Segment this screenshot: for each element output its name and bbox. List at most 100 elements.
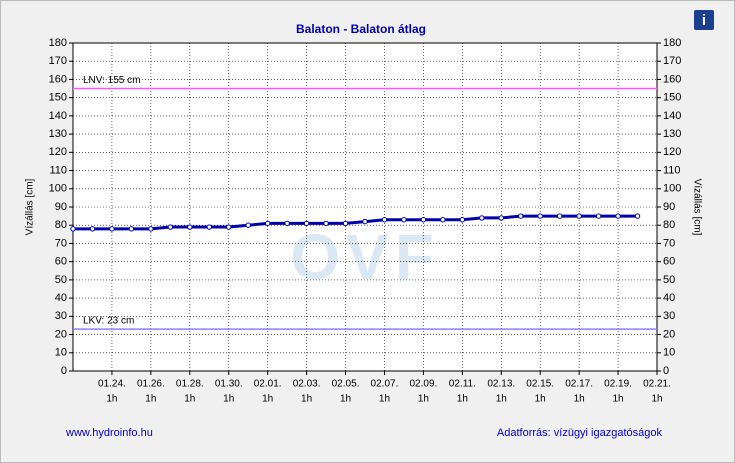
- x-tick-time: 1h: [184, 394, 195, 405]
- y2-tick-label: 180: [663, 37, 681, 49]
- y2-tick-label: 0: [663, 365, 669, 377]
- info-button[interactable]: [694, 10, 714, 30]
- data-point: [381, 217, 388, 223]
- data-point: [556, 213, 563, 219]
- x-tick-label: 02.13.: [487, 379, 515, 390]
- data-point: [89, 226, 96, 232]
- data-point: [70, 226, 76, 232]
- y-tick-label: 150: [49, 92, 67, 104]
- data-point: [303, 220, 310, 227]
- data-point: [148, 226, 154, 232]
- data-point: [440, 217, 446, 223]
- data-point: [342, 220, 349, 227]
- y2-tick-label: 80: [663, 219, 675, 231]
- y-tick-label: 40: [55, 292, 67, 304]
- data-point: [226, 224, 232, 230]
- data-point: [595, 213, 602, 219]
- y-tick-label: 100: [49, 183, 67, 195]
- x-tick-time: 1h: [457, 394, 468, 405]
- data-point: [420, 217, 427, 223]
- y2-tick-label: 130: [663, 128, 681, 140]
- x-tick-label: 02.03.: [293, 379, 321, 390]
- data-point: [206, 224, 212, 230]
- data-point: [615, 213, 621, 219]
- x-tick-label: 01.24.: [98, 379, 126, 390]
- data-point: [187, 224, 193, 230]
- data-point: [634, 213, 641, 219]
- y2-tick-label: 90: [663, 201, 675, 213]
- y2-tick-label: 10: [663, 347, 675, 359]
- x-tick-time: 1h: [223, 394, 234, 405]
- x-tick-label: 01.30.: [215, 379, 243, 390]
- watermark: OVF: [290, 221, 440, 293]
- y-tick-label: 0: [61, 365, 67, 377]
- data-point: [576, 213, 582, 219]
- y2-tick-label: 160: [663, 73, 681, 85]
- y2-tick-label: 170: [663, 55, 681, 67]
- x-tick-time: 1h: [262, 394, 273, 405]
- x-tick-label: 02.01.: [254, 379, 282, 390]
- y2-tick-label: 110: [663, 164, 681, 176]
- data-point: [401, 217, 407, 223]
- x-tick-time: 1h: [145, 394, 156, 405]
- x-tick-label: 02.11.: [449, 379, 476, 390]
- data-point: [498, 215, 504, 221]
- y-axis-title: Vízállás [cm]: [25, 178, 36, 235]
- y-tick-label: 30: [55, 310, 67, 322]
- y-tick-label: 10: [55, 347, 67, 359]
- data-point: [264, 220, 271, 227]
- x-tick-label: 02.05.: [332, 379, 360, 390]
- x-tick-label: 02.17.: [565, 379, 593, 390]
- y-tick-label: 120: [49, 146, 67, 158]
- y-tick-label: 130: [49, 128, 67, 140]
- data-point: [323, 220, 329, 227]
- y-tick-label: 140: [49, 110, 67, 122]
- y2-axis-title: Vízállás [cm]: [691, 179, 702, 236]
- y-tick-label: 80: [55, 219, 67, 231]
- x-tick-label: 01.26.: [137, 379, 165, 390]
- data-point: [284, 220, 290, 227]
- y2-tick-label: 30: [663, 310, 675, 322]
- y2-tick-label: 60: [663, 256, 675, 268]
- x-tick-time: 1h: [574, 394, 585, 405]
- y-tick-label: 50: [55, 274, 67, 286]
- x-tick-time: 1h: [379, 394, 390, 405]
- y2-tick-label: 50: [663, 274, 675, 286]
- x-tick-label: 02.21.: [643, 379, 671, 390]
- data-point: [479, 215, 485, 221]
- y2-tick-label: 70: [663, 237, 675, 249]
- data-point: [245, 222, 251, 228]
- x-tick-time: 1h: [418, 394, 429, 405]
- x-tick-label: 02.19.: [604, 379, 632, 390]
- reference-label: LNV: 155 cm: [83, 75, 140, 86]
- y2-tick-label: 100: [663, 183, 681, 195]
- info-icon[interactable]: i: [702, 12, 706, 29]
- data-line: [73, 214, 638, 231]
- chart-title: Balaton - Balaton átlag: [296, 22, 426, 36]
- data-point: [518, 213, 524, 219]
- data-point: [109, 226, 115, 232]
- y2-tick-label: 140: [663, 110, 681, 122]
- footer-left[interactable]: www.hydroinfo.hu: [65, 427, 153, 439]
- x-tick-time: 1h: [340, 394, 351, 405]
- y-tick-label: 60: [55, 256, 67, 268]
- data-point: [362, 218, 368, 225]
- x-tick-time: 1h: [613, 394, 624, 405]
- x-tick-time: 1h: [301, 394, 312, 405]
- x-tick-time: 1h: [106, 394, 117, 405]
- y-tick-label: 110: [49, 164, 67, 176]
- data-point: [459, 217, 466, 223]
- y2-tick-label: 120: [663, 146, 681, 158]
- x-tick-time: 1h: [535, 394, 546, 405]
- data-point: [167, 224, 174, 230]
- x-tick-time: 1h: [651, 394, 662, 405]
- y2-tick-label: 150: [663, 92, 681, 104]
- y-tick-label: 180: [49, 37, 67, 49]
- x-tick-label: 02.09.: [409, 379, 437, 390]
- reference-label: LKV: 23 cm: [83, 316, 134, 327]
- y-tick-label: 90: [55, 201, 67, 213]
- data-point: [537, 213, 543, 219]
- y-tick-label: 160: [49, 73, 67, 85]
